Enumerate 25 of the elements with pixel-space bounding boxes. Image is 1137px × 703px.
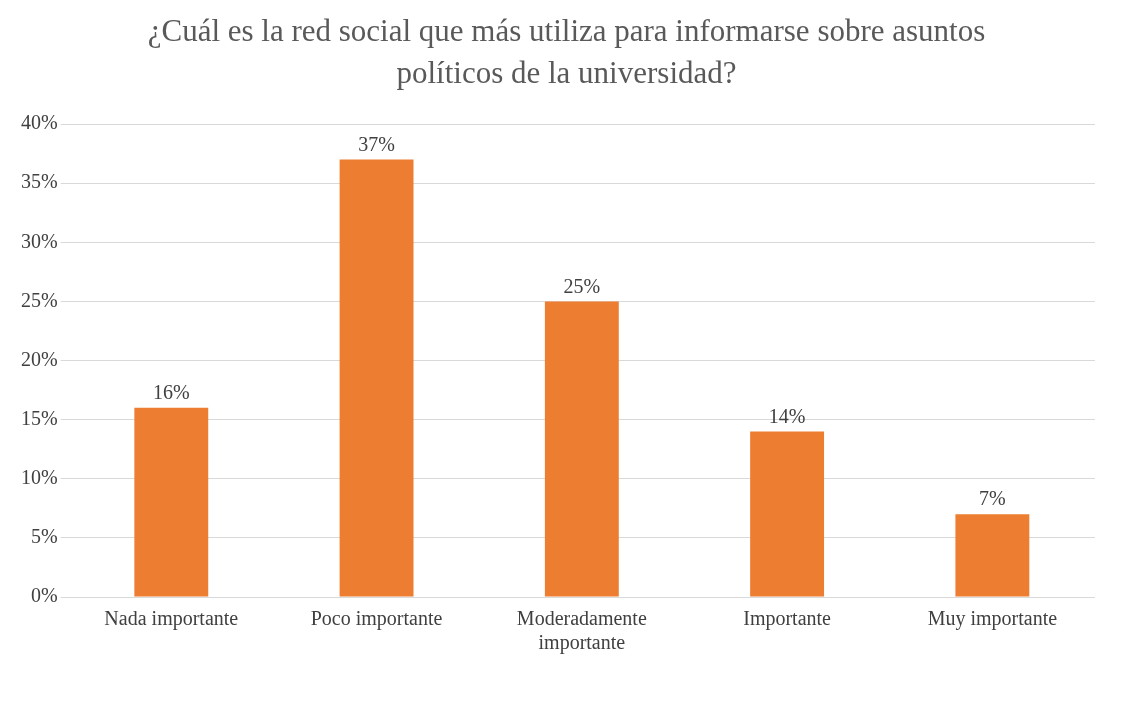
y-tick-label: 0% xyxy=(30,583,58,606)
data-label: 7% xyxy=(979,487,1006,510)
bar xyxy=(339,159,414,597)
y-tick-label: 20% xyxy=(20,347,58,370)
x-tick-label: Nada importante xyxy=(104,606,239,630)
data-label: 25% xyxy=(563,274,601,297)
bar xyxy=(544,301,619,597)
bar xyxy=(955,513,1030,597)
x-tick-label: Poco importante xyxy=(310,606,443,630)
bar xyxy=(750,431,825,597)
y-tick-label: 35% xyxy=(20,170,58,193)
y-tick-label: 40% xyxy=(20,110,58,133)
x-tick-label: Importante xyxy=(743,606,832,630)
data-label: 16% xyxy=(152,380,190,403)
x-tick-label: Moderadamente importante xyxy=(516,606,647,654)
data-label: 37% xyxy=(358,132,395,155)
x-tick-label: Muy importante xyxy=(927,606,1058,630)
y-tick-label: 15% xyxy=(20,406,58,429)
bar xyxy=(134,407,209,597)
y-tick-label: 30% xyxy=(20,229,58,252)
y-tick-label: 10% xyxy=(20,465,58,488)
chart-title: ¿Cuál es la red social que más utiliza para informarse sobre asuntos políticos de la universidad? xyxy=(146,12,987,92)
y-tick-label: 25% xyxy=(20,288,58,311)
data-label: 14% xyxy=(768,404,806,427)
y-tick-label: 5% xyxy=(30,524,58,547)
